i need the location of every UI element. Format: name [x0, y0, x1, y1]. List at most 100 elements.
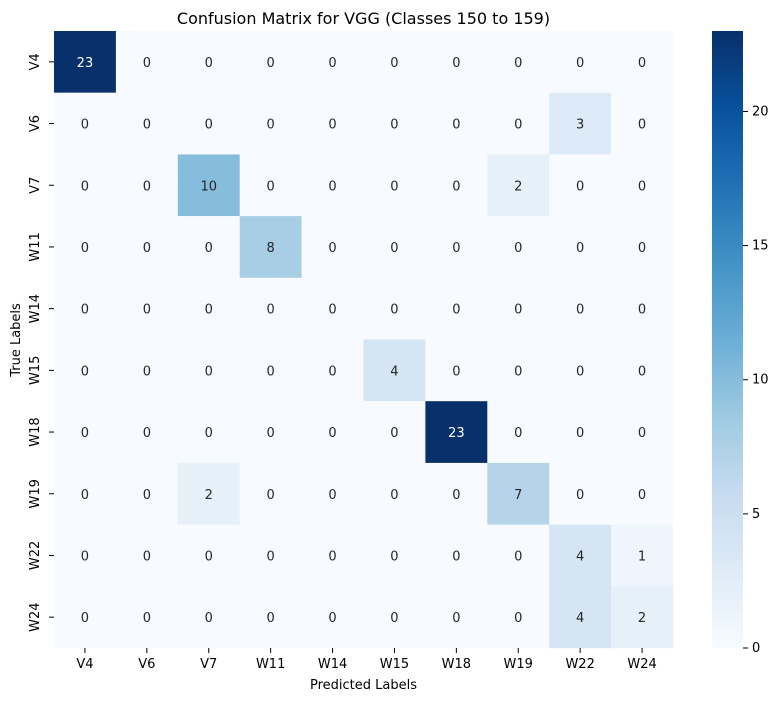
heatmap-cell [611, 277, 674, 340]
heatmap-axes: V4 V6 V7 W11 W14 W15 W18 W19 W22 W24 V4 V6 V7 W11 W14 W… [28, 53, 657, 672]
cell-value-label: 0 [390, 303, 398, 318]
y-tick-label: W22 [28, 541, 43, 570]
cell-value-label: 0 [452, 241, 460, 256]
heatmap-cell [177, 462, 240, 525]
cell-value-label: 0 [638, 303, 646, 318]
cell-value-label: 0 [390, 549, 398, 564]
cell-value-label: 0 [452, 118, 460, 133]
cell-value-label: 2 [205, 488, 213, 503]
heatmap-cell [239, 401, 302, 464]
chart-title: Confusion Matrix for VGG (Classes 150 to… [177, 9, 550, 28]
cell-value-label: 7 [514, 488, 522, 503]
colorbar-tick-label: 20 [752, 104, 769, 119]
cell-value-label: 0 [81, 118, 89, 133]
heatmap-cell [363, 339, 426, 402]
cell-value-label: 0 [328, 303, 336, 318]
heatmap-cell [115, 339, 178, 402]
heatmap-cell [177, 216, 240, 278]
y-tick-label: W15 [28, 356, 43, 385]
cell-value-label: 0 [81, 549, 89, 564]
cell-value-label: 0 [638, 364, 646, 379]
heatmap-cell [425, 92, 488, 155]
cell-value-label: 0 [267, 364, 275, 379]
heatmap-cell [239, 462, 302, 525]
cell-value-label: 23 [448, 426, 465, 441]
heatmap-cell [177, 586, 240, 649]
heatmap-cell [363, 524, 426, 587]
cell-value-label: 0 [328, 56, 336, 71]
cell-value-label: 0 [81, 303, 89, 318]
cell-value-label: 0 [81, 364, 89, 379]
heatmap-cell [487, 216, 550, 278]
x-axis-label: Predicted Labels [310, 678, 417, 693]
colorbar-gradient [712, 31, 743, 648]
heatmap-cell [115, 401, 178, 464]
heatmap-cell [549, 339, 612, 402]
heatmap-cell [487, 524, 550, 587]
cell-value-label: 0 [390, 118, 398, 133]
cell-value-label: 0 [328, 426, 336, 441]
x-tick-label: W18 [442, 657, 471, 672]
heatmap-cell [611, 586, 674, 649]
cell-value-label: 0 [638, 179, 646, 194]
colorbar-tick-label: 5 [752, 507, 760, 522]
heatmap-cell [239, 524, 302, 587]
cell-value-label: 0 [267, 611, 275, 626]
heatmap-cell [487, 401, 550, 464]
x-tick-label: W15 [380, 657, 409, 672]
heatmap-cells: 23 0 0 0 0 0 0 0 0 00 0 0 0 0 0 0 0 3 00 0 10 0 0 0 0 2 0 00 0 0 8 0 0 0 0… [54, 31, 674, 649]
heatmap-cell [425, 586, 488, 649]
cell-value-label: 0 [205, 364, 213, 379]
heatmap-cell [549, 277, 612, 340]
cell-value-label: 0 [452, 611, 460, 626]
cell-value-label: 0 [638, 488, 646, 503]
heatmap-cell [115, 524, 178, 587]
heatmap-cell [549, 586, 612, 649]
y-tick-label: W14 [28, 294, 43, 323]
heatmap-cell [177, 401, 240, 464]
heatmap-cell [611, 401, 674, 464]
cell-value-label: 0 [143, 364, 151, 379]
heatmap-cell [363, 154, 426, 217]
cell-value-label: 0 [452, 179, 460, 194]
cell-value-label: 0 [143, 179, 151, 194]
heatmap-cell [487, 339, 550, 402]
heatmap-cell [487, 462, 550, 525]
cell-value-label: 23 [77, 56, 94, 71]
cell-value-label: 0 [576, 303, 584, 318]
heatmap-cell [301, 586, 364, 649]
cell-value-label: 4 [390, 364, 398, 379]
cell-value-label: 0 [390, 488, 398, 503]
heatmap-cell [54, 401, 117, 464]
colorbar-tick-label: 10 [752, 373, 769, 388]
heatmap-cell [425, 154, 488, 217]
heatmap-cell [301, 339, 364, 402]
x-tick-label: W14 [318, 657, 347, 672]
cell-value-label: 0 [328, 611, 336, 626]
heatmap-cell [549, 92, 612, 155]
heatmap-cell [54, 462, 117, 525]
cell-value-label: 0 [328, 179, 336, 194]
heatmap-cell [487, 154, 550, 217]
cell-value-label: 0 [205, 56, 213, 71]
cell-value-label: 0 [205, 303, 213, 318]
heatmap-cell [54, 31, 117, 93]
y-tick-label: W24 [28, 602, 43, 631]
heatmap-cell [425, 401, 488, 464]
y-tick-label: W18 [28, 417, 43, 446]
cell-value-label: 0 [452, 56, 460, 71]
heatmap-cell [115, 462, 178, 525]
heatmap-cell [549, 462, 612, 525]
cell-value-label: 0 [328, 488, 336, 503]
cell-value-label: 0 [452, 549, 460, 564]
cell-value-label: 8 [267, 241, 275, 256]
heatmap-cell [363, 401, 426, 464]
heatmap-cell [177, 92, 240, 155]
heatmap-cell [239, 277, 302, 340]
heatmap-cell [301, 277, 364, 340]
cell-value-label: 0 [267, 118, 275, 133]
heatmap-cell [115, 154, 178, 217]
heatmap-cell [611, 31, 674, 93]
cell-value-label: 0 [205, 426, 213, 441]
heatmap-cell [487, 92, 550, 155]
